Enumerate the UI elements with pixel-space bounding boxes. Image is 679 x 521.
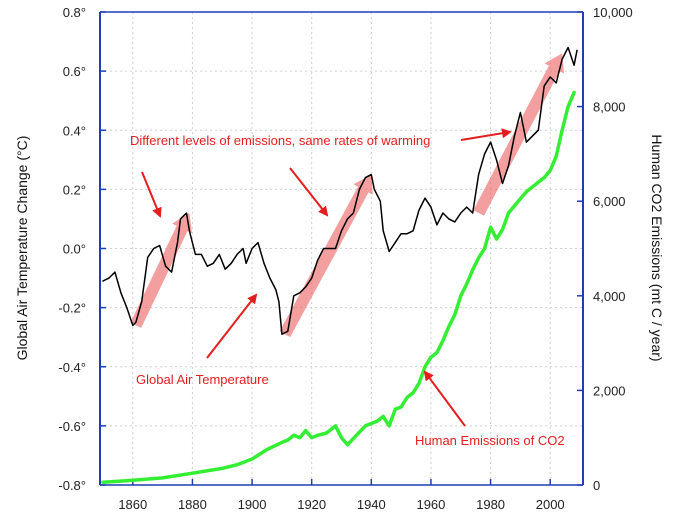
- x-tick-label: 1920: [297, 497, 326, 512]
- x-tick-label: 1860: [118, 497, 147, 512]
- pointer-arrow: [460, 128, 512, 141]
- x-tick-label: 1880: [178, 497, 207, 512]
- right-tick-label: 2,000: [593, 383, 626, 398]
- warming-trend-arrow: [473, 53, 564, 216]
- left-tick-label: -0.4°: [58, 360, 86, 375]
- left-tick-label: 0.8°: [63, 5, 86, 20]
- temperature-line: [102, 46, 578, 335]
- x-tick-label: 1940: [357, 497, 386, 512]
- warming-trend-arrow: [279, 174, 373, 338]
- left-tick-label: 0.2°: [63, 182, 86, 197]
- left-tick-label: 0.6°: [63, 64, 86, 79]
- left-tick-label: -0.2°: [58, 301, 86, 316]
- tick-labels: 1860 1880 1900 1920 1940 1960 1980 2000 0.8° 0.6°…: [58, 5, 632, 512]
- pointer-arrow: [289, 167, 329, 217]
- x-tick-label: 2000: [536, 497, 565, 512]
- right-tick-label: 6,000: [593, 194, 626, 209]
- pointer-arrow: [206, 293, 258, 359]
- right-tick-label: 8,000: [593, 100, 626, 115]
- pointer-arrow: [141, 171, 162, 218]
- warming-trend-arrow: [130, 213, 192, 328]
- right-tick-label: 0: [593, 478, 600, 493]
- annotation-human-emissions: Human Emissions of CO2: [415, 433, 565, 448]
- annotation-same-rates: Different levels of emissions, same rate…: [130, 133, 430, 148]
- right-tick-label: 4,000: [593, 289, 626, 304]
- left-axis-title: Global Air Temperature Change (°C): [14, 136, 30, 361]
- emissions-line: [101, 90, 576, 484]
- left-tick-label: 0.4°: [63, 123, 86, 138]
- x-tick-label: 1980: [476, 497, 505, 512]
- x-tick-label: 1960: [416, 497, 445, 512]
- x-tick-label: 1900: [238, 497, 267, 512]
- right-tick-label: 10,000: [593, 5, 633, 20]
- left-tick-label: 0.0°: [63, 242, 86, 257]
- pointer-arrow: [423, 370, 466, 427]
- series-lines: [101, 46, 578, 484]
- right-axis-title: Human CO2 Emissions (mt C / year): [649, 134, 665, 361]
- left-tick-label: -0.6°: [58, 419, 86, 434]
- warming-trend-arrows: [130, 53, 564, 338]
- left-tick-label: -0.8°: [58, 478, 86, 493]
- annotation-global-air-temperature: Global Air Temperature: [136, 372, 269, 387]
